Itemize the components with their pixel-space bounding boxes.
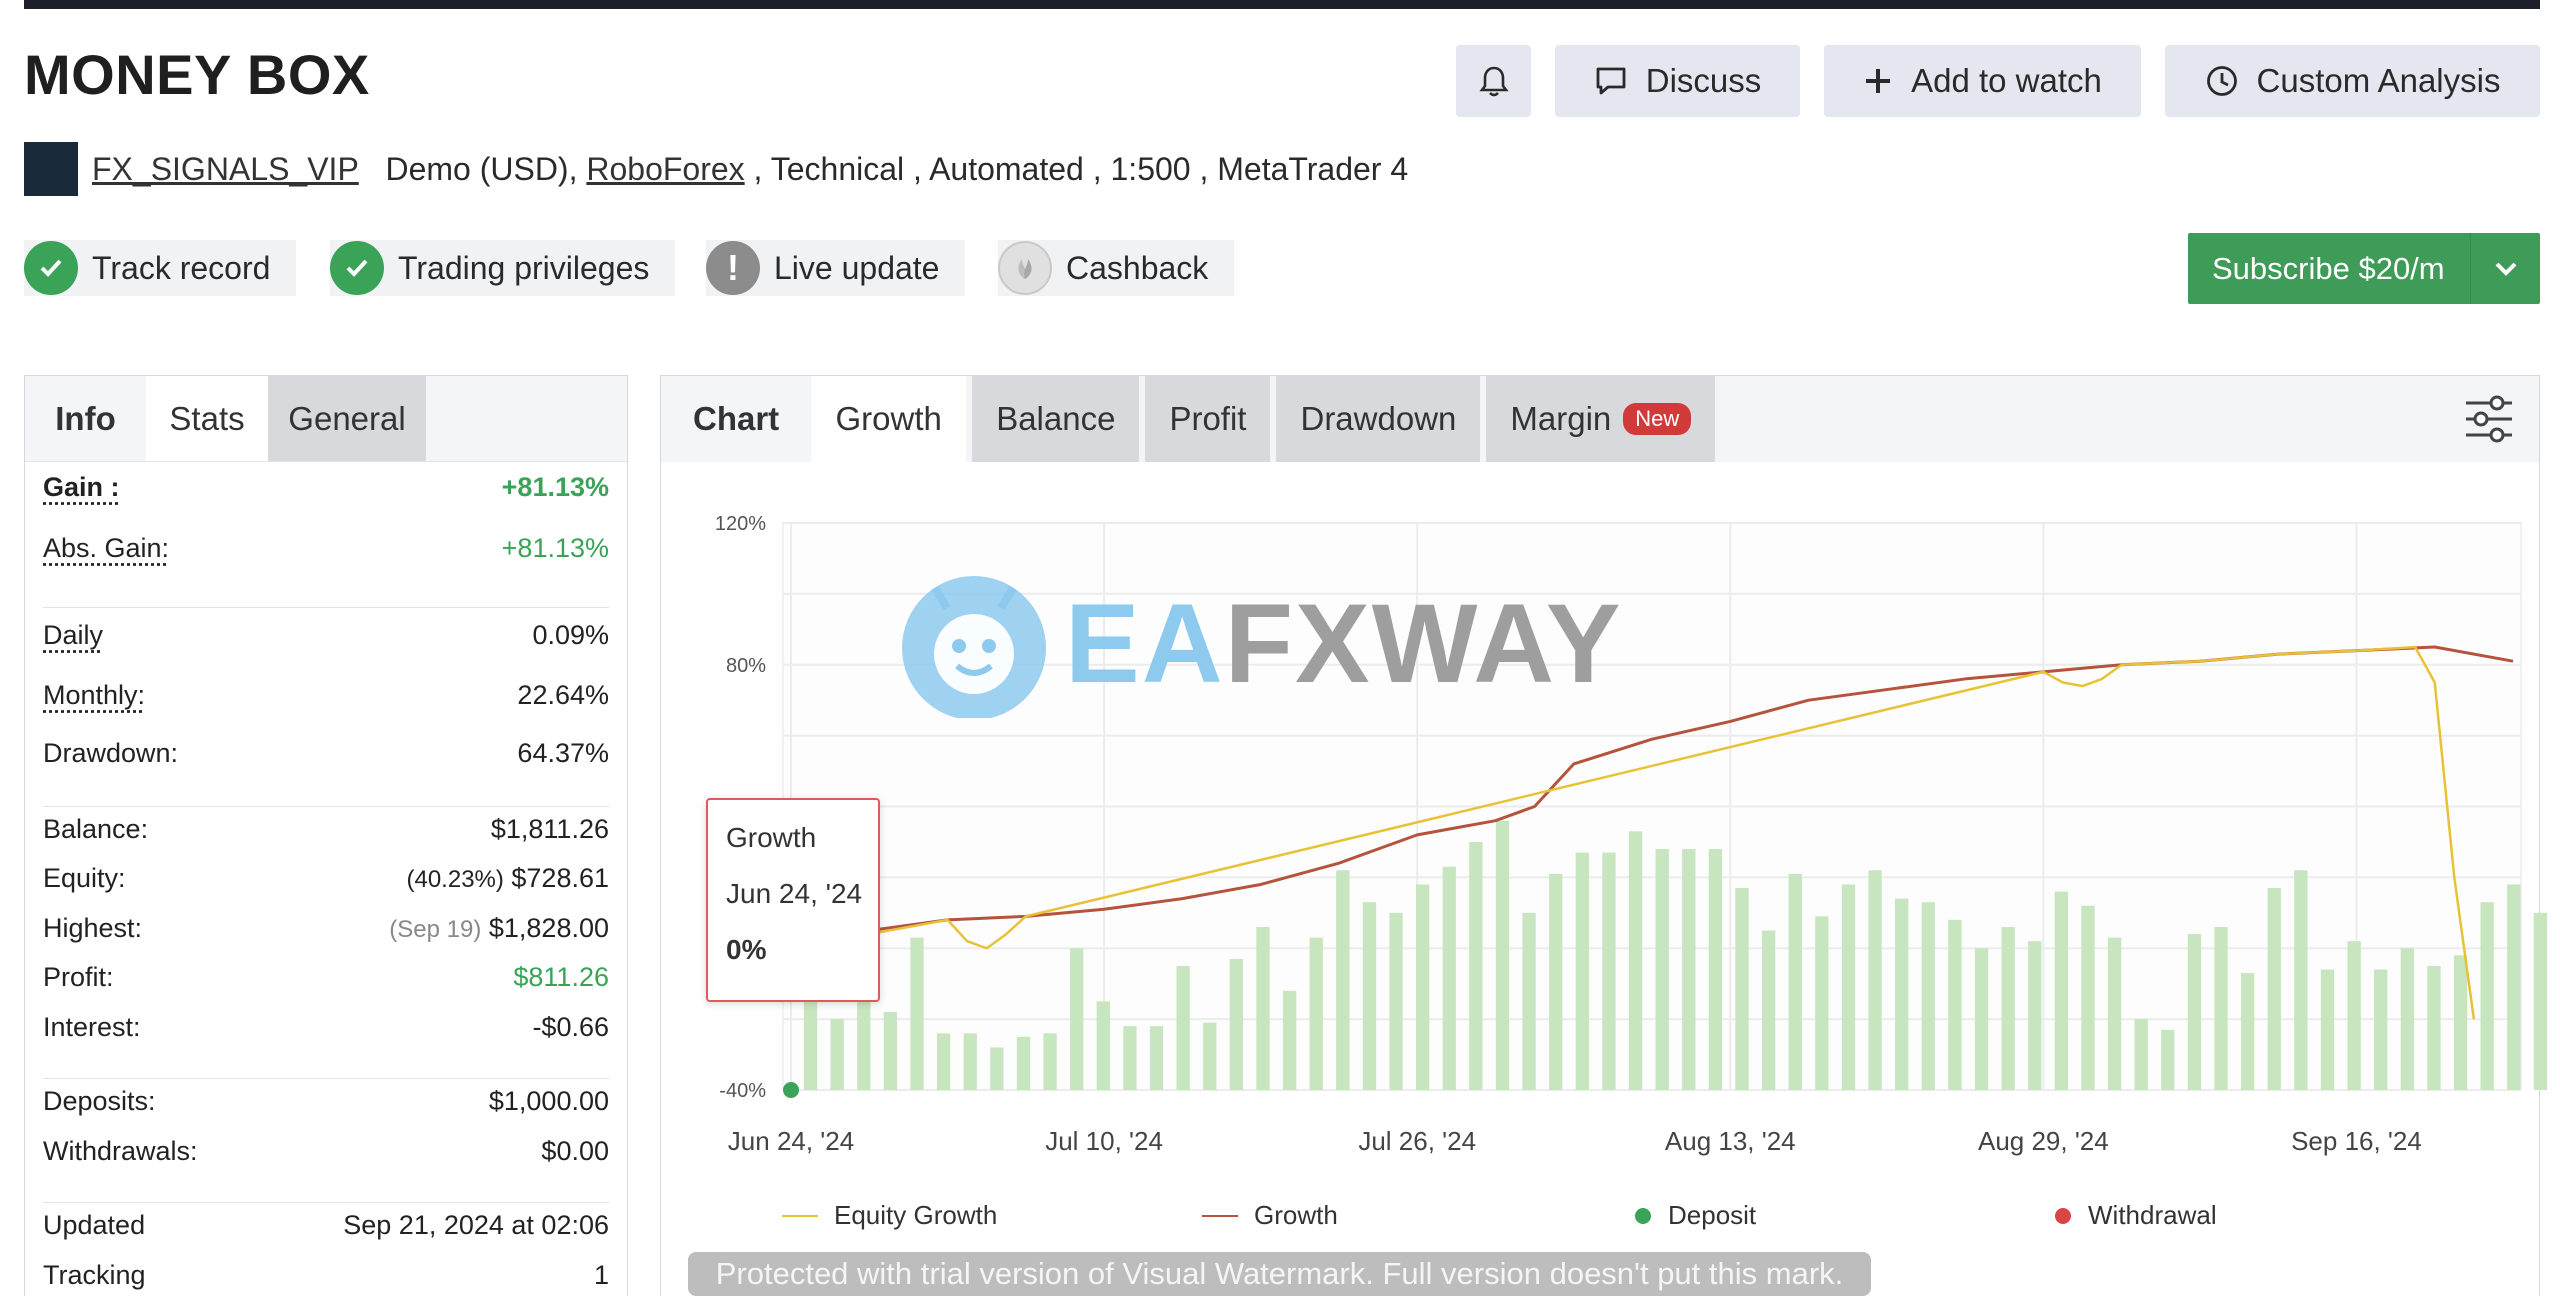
- volume-bar: [2055, 892, 2068, 1090]
- volume-bar: [884, 1012, 897, 1090]
- x-tick-label: Aug 13, '24: [1665, 1126, 1796, 1156]
- legend-label: Deposit: [1668, 1200, 1756, 1231]
- tooltip-series: Growth: [726, 822, 878, 854]
- legend-label: Equity Growth: [834, 1200, 997, 1231]
- volume-bar: [1922, 902, 1935, 1090]
- volume-bar: [1230, 959, 1243, 1090]
- volume-bar: [1017, 1037, 1030, 1090]
- growth-chart: 120% 80% -40% Jun 24, '24 Jul 10, '24 Jul 26,…: [0, 0, 2560, 1200]
- volume-bar: [964, 1033, 977, 1090]
- volume-bar: [1709, 849, 1722, 1090]
- volume-bar: [831, 1019, 844, 1090]
- legend-deposit[interactable]: Deposit: [1634, 1200, 1756, 1231]
- x-tick-label: Jun 24, '24: [728, 1126, 854, 1156]
- legend-equity-growth[interactable]: Equity Growth: [782, 1200, 997, 1231]
- volume-bar: [2001, 927, 2014, 1090]
- volume-bar: [1416, 884, 1429, 1090]
- volume-bar: [1203, 1023, 1216, 1090]
- volume-bar: [1389, 913, 1402, 1090]
- volume-bar: [1576, 853, 1589, 1090]
- volume-bar: [1469, 842, 1482, 1090]
- tooltip-date: Jun 24, '24: [726, 878, 878, 910]
- volume-bar: [1123, 1026, 1136, 1090]
- volume-bar: [2454, 955, 2467, 1090]
- x-tick-label: Jul 10, '24: [1045, 1126, 1163, 1156]
- volume-bar: [2374, 970, 2387, 1090]
- volume-bar: [2108, 938, 2121, 1090]
- legend-line-swatch: [782, 1213, 818, 1219]
- volume-bar: [2481, 902, 2494, 1090]
- volume-bar: [2507, 884, 2520, 1090]
- divider: [43, 1202, 609, 1203]
- stat-updated: Updated Sep 21, 2024 at 02:06: [43, 1210, 609, 1241]
- volume-bar: [2268, 888, 2281, 1090]
- volume-bar: [2081, 906, 2094, 1090]
- volume-bar: [1363, 902, 1376, 1090]
- volume-bar: [1735, 888, 1748, 1090]
- volume-bar: [1682, 849, 1695, 1090]
- volume-bar: [2214, 927, 2227, 1090]
- volume-bar: [1602, 853, 1615, 1090]
- volume-bar: [1868, 870, 1881, 1090]
- volume-bar: [1842, 884, 1855, 1090]
- volume-bar: [1336, 870, 1349, 1090]
- stat-label: Tracking: [43, 1260, 146, 1291]
- stat-tracking: Tracking 1: [43, 1260, 609, 1291]
- volume-bar: [2241, 973, 2254, 1090]
- volume-bar: [1150, 1026, 1163, 1090]
- volume-bar: [1522, 913, 1535, 1090]
- volume-bar: [2427, 966, 2440, 1090]
- volume-bar: [1549, 874, 1562, 1090]
- legend-line-swatch: [1202, 1213, 1238, 1219]
- volume-bar: [1656, 849, 1669, 1090]
- y-tick-label: 80%: [726, 655, 766, 677]
- volume-bar: [1895, 899, 1908, 1090]
- x-tick-label: Jul 26, '24: [1358, 1126, 1476, 1156]
- volume-bar: [2135, 1019, 2148, 1090]
- stat-value: 1: [594, 1260, 609, 1291]
- volume-bar: [1310, 938, 1323, 1090]
- legend-growth[interactable]: Growth: [1202, 1200, 1338, 1231]
- volume-bar: [2188, 934, 2201, 1090]
- stat-value: Sep 21, 2024 at 02:06: [343, 1210, 609, 1241]
- volume-bar: [1443, 867, 1456, 1090]
- x-tick-label: Aug 29, '24: [1978, 1126, 2109, 1156]
- x-tick-label: Sep 16, '24: [2291, 1126, 2422, 1156]
- volume-bar: [2321, 970, 2334, 1090]
- volume-bar: [1496, 821, 1509, 1090]
- volume-bar: [2347, 941, 2360, 1090]
- legend-dot-swatch: [1634, 1207, 1652, 1225]
- volume-bar: [1762, 931, 1775, 1090]
- volume-bar: [937, 1033, 950, 1090]
- legend-withdrawal[interactable]: Withdrawal: [2054, 1200, 2217, 1231]
- legend-label: Growth: [1254, 1200, 1338, 1231]
- volume-bar: [2161, 1030, 2174, 1090]
- deposit-marker: [783, 1082, 799, 1098]
- volume-bar: [1789, 874, 1802, 1090]
- volume-bar: [1256, 927, 1269, 1090]
- volume-bar: [1043, 1033, 1056, 1090]
- volume-bar: [1629, 831, 1642, 1090]
- chart-tooltip: Growth Jun 24, '24 0%: [706, 798, 880, 1002]
- volume-bar: [2401, 948, 2414, 1090]
- volume-bar: [1948, 920, 1961, 1090]
- volume-bar: [2534, 913, 2547, 1090]
- legend-label: Withdrawal: [2088, 1200, 2217, 1231]
- volume-bar: [2028, 941, 2041, 1090]
- volume-bar: [1283, 991, 1296, 1090]
- volume-bar: [910, 938, 923, 1090]
- trial-watermark-notice: Protected with trial version of Visual W…: [688, 1252, 1871, 1296]
- y-tick-label: 120%: [715, 513, 766, 535]
- volume-bar: [1815, 916, 1828, 1090]
- legend-dot-swatch: [2054, 1207, 2072, 1225]
- tooltip-value: 0%: [726, 934, 878, 966]
- volume-bar: [990, 1047, 1003, 1090]
- volume-bar: [1975, 948, 1988, 1090]
- y-tick-label: -40%: [719, 1080, 766, 1102]
- volume-bar: [1097, 1001, 1110, 1090]
- volume-bar: [1176, 966, 1189, 1090]
- stat-label: Updated: [43, 1210, 145, 1241]
- volume-bar: [1070, 948, 1083, 1090]
- volume-bar: [2294, 870, 2307, 1090]
